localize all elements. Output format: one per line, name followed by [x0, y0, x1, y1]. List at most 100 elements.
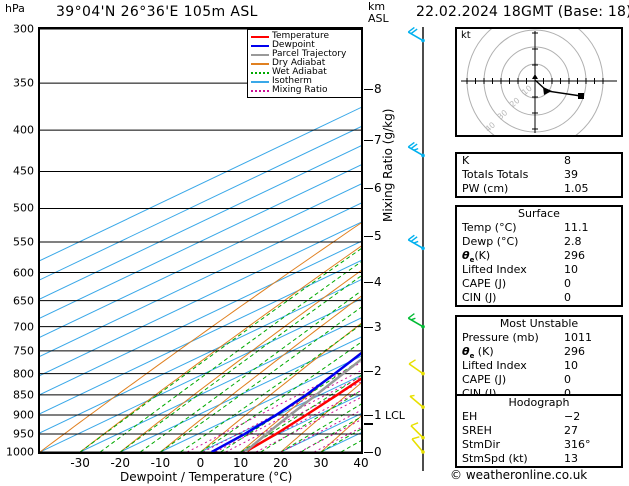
temperature-tick-label: -30	[70, 456, 90, 470]
copyright-footer: © weatheronline.co.uk	[450, 468, 588, 482]
legend-item-label: Dewpoint	[272, 40, 315, 50]
pressure-tick-label: 350	[13, 76, 34, 90]
height-unit-label-km: km	[368, 0, 386, 13]
table-row: θe (K) 296	[457, 345, 621, 360]
wind-barb	[411, 436, 425, 454]
table-row: Lifted Index 10	[457, 263, 621, 277]
table-row-label: StmDir	[462, 438, 501, 451]
altitude-tick-mark	[364, 371, 373, 373]
legend-item-label: Parcel Trajectory	[272, 49, 347, 59]
wind-barb	[409, 394, 425, 409]
table-row-label: Lifted Index	[462, 263, 527, 276]
legend-item: Dewpoint	[251, 41, 358, 50]
temperature-tick-label: 30	[313, 456, 329, 470]
legend-item: Mixing Ratio	[251, 86, 358, 95]
table-row-value: 0	[564, 387, 616, 401]
page-title: 39°04'N 26°36'E 105m ASL	[56, 4, 258, 20]
height-unit-label-asl: ASL	[368, 12, 389, 25]
table-row-value: 13	[564, 452, 578, 465]
table-row: CIN (J) 0	[457, 291, 621, 305]
temperature-tick-label: -10	[150, 456, 171, 470]
table-row-label: PW (cm)	[462, 182, 509, 195]
legend-item-label: Wet Adiabat	[272, 67, 327, 77]
table-row: CAPE (J) 0	[457, 373, 621, 387]
table-row: Temp (°C) 11.1	[457, 221, 621, 235]
wind-barb	[407, 234, 425, 251]
legend-item: Temperature	[251, 32, 358, 41]
hodograph-unit-label: kt	[461, 30, 471, 41]
pressure-tick-label: 850	[13, 388, 34, 402]
table-row: EH −2	[457, 410, 621, 424]
temperature-tick-label: 40	[353, 456, 369, 470]
table-row-label: K	[462, 154, 470, 167]
hodograph-parameters-table: Hodograph EH −2 SREH 27 StmDir 316° StmSpd (kt)…	[455, 394, 623, 468]
table-row-value: 0	[564, 291, 571, 304]
table-row-label: θe(K)	[462, 249, 491, 265]
altitude-tick-mark	[364, 327, 373, 329]
table-row: Pressure (mb) 1011	[457, 331, 621, 345]
altitude-tick-mark	[364, 139, 373, 141]
table-row-label: Pressure (mb)	[462, 331, 539, 344]
hodograph-ring-label: 30	[496, 108, 510, 121]
pressure-tick-label: 700	[13, 320, 34, 334]
table-row: Totals Totals 39	[457, 168, 621, 182]
legend-color-swatch	[251, 62, 269, 65]
hodograph-ring-label: 40	[483, 120, 497, 133]
table-row: θe(K) 296	[457, 249, 621, 265]
pressure-tick-label: 500	[13, 201, 34, 215]
pressure-tick-label: 650	[13, 294, 34, 308]
altitude-tick-label: 0	[374, 445, 382, 459]
table-row: StmSpd (kt) 13	[457, 452, 621, 466]
table-row-label: EH	[462, 410, 478, 423]
table-row-value: 11.1	[564, 221, 589, 234]
table-row-value: 2.8	[564, 235, 582, 248]
legend-item-label: Dry Adiabat	[272, 58, 326, 68]
legend-item-label: Temperature	[272, 31, 330, 41]
legend-item: Parcel Trajectory	[251, 50, 358, 59]
pressure-tick-label: 900	[13, 408, 34, 422]
table-row: CAPE (J) 0	[457, 277, 621, 291]
altitude-tick-mark	[364, 235, 373, 237]
table-row-label: Totals Totals	[462, 168, 529, 181]
table-heading: Hodograph	[508, 396, 570, 409]
legend-color-swatch	[251, 80, 269, 83]
date-title: 22.02.2024 18GMT (Base: 18)	[416, 4, 629, 20]
legend-item-label: Mixing Ratio	[272, 85, 328, 95]
pressure-unit-label: hPa	[5, 2, 25, 15]
hodograph-endpoint	[578, 93, 584, 99]
table-heading: Most Unstable	[499, 317, 579, 330]
altitude-tick-mark	[364, 188, 373, 190]
temperature-tick-label: 20	[273, 456, 289, 470]
wind-barb	[408, 359, 425, 376]
skewt-svg	[40, 29, 361, 452]
table-row-label: Lifted Index	[462, 359, 527, 372]
table-row-value: 1011	[564, 331, 592, 344]
wind-barb-column	[407, 27, 425, 471]
table-row-label: CIN (J)	[462, 291, 497, 304]
temperature-tick-label: 0	[196, 456, 205, 470]
altitude-tick-label: 4	[374, 274, 382, 289]
table-row-label: Temp (°C)	[462, 221, 517, 234]
pressure-tick-label: 400	[13, 123, 34, 137]
surface-parcel-table: Surface Temp (°C) 11.1 Dewp (°C) 2.8 θe(K) 296…	[455, 205, 623, 307]
altitude-tick-label: 8	[374, 82, 382, 97]
most-unstable-parcel-table: Most Unstable Pressure (mb) 1011 θe (K) 296 L…	[455, 315, 623, 403]
legend-color-swatch	[251, 71, 269, 74]
temperature-tick-label: 10	[232, 456, 249, 470]
legend-color-swatch	[251, 35, 269, 38]
table-heading: Surface	[518, 207, 560, 220]
altitude-tick-label: 1	[374, 407, 382, 422]
pressure-tick-label: 1000	[6, 445, 34, 459]
hodograph-plot: 10 20 30 40 kt	[455, 27, 623, 137]
wind-barb	[410, 422, 425, 440]
table-row-label: Dewp (°C)	[462, 235, 519, 248]
legend-color-swatch	[251, 89, 269, 92]
legend-item-label: Isotherm	[272, 76, 312, 86]
legend-item: Isotherm	[251, 77, 358, 86]
table-row-value: −2	[564, 410, 581, 423]
pressure-tick-label: 600	[13, 266, 34, 280]
legend-item: Wet Adiabat	[251, 68, 358, 77]
table-row: SREH 27	[457, 424, 621, 438]
skewt-plot-area	[38, 27, 363, 454]
